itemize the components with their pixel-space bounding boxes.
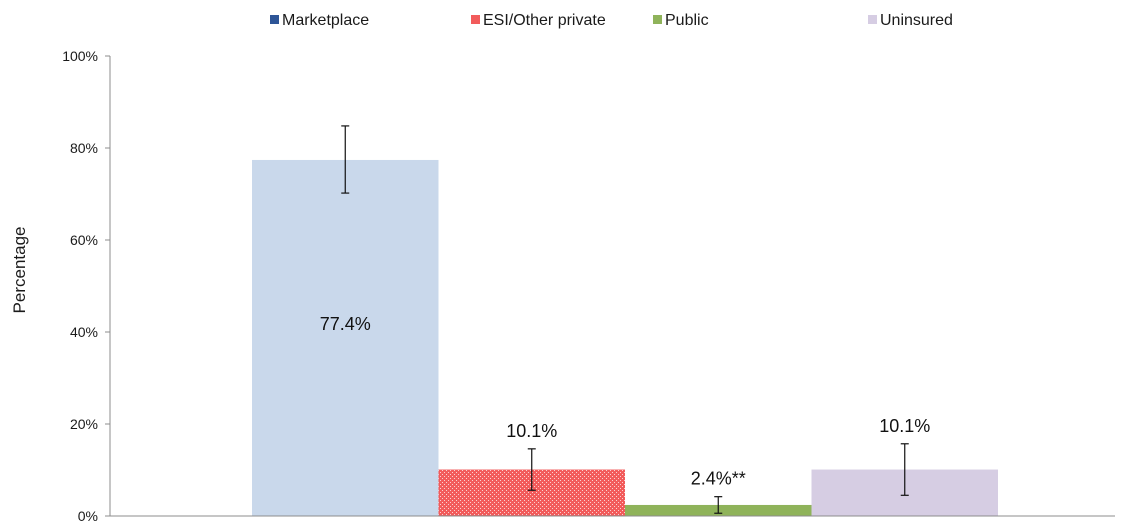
data-label-uninsured: 10.1% [879,416,930,436]
legend-item-marketplace: Marketplace [270,12,369,29]
legend-swatch [868,15,877,24]
legend-label: Marketplace [282,12,369,29]
data-label-public: 2.4%** [691,469,746,489]
y-tick-label: 60% [70,232,98,248]
y-tick-label: 80% [70,140,98,156]
error-bars [341,125,909,514]
y-tick-label: 100% [62,48,98,64]
y-axis-title: Percentage [10,227,29,314]
legend-label: Uninsured [880,12,953,29]
error-bar-uninsured [900,443,909,496]
legend-swatch [471,15,480,24]
y-tick-label: 20% [70,416,98,432]
legend-item-public: Public [653,12,709,29]
y-axis: 0% 20% 40% 60% 80% 100% [62,48,111,522]
bar-marketplace [252,159,439,516]
error-bar-esi-other-private [527,448,536,491]
error-bar-public [714,496,723,514]
data-label-marketplace: 77.4% [320,314,371,334]
error-bar-marketplace [341,125,350,194]
legend-label: ESI/Other private [483,12,606,29]
data-label-esi-other-private: 10.1% [506,421,557,441]
bars [252,159,998,516]
legend-label: Public [665,12,709,29]
legend-item-esi-other-private: ESI/Other private [471,12,606,29]
legend: Marketplace ESI/Other private Public Uninsu… [270,12,953,29]
data-labels: 77.4% 10.1% 2.4%** 10.1% [320,314,931,489]
legend-swatch [653,15,662,24]
y-tick-label: 0% [78,508,98,522]
y-tick-label: 40% [70,324,98,340]
legend-swatch [270,15,279,24]
legend-item-uninsured: Uninsured [868,12,953,29]
